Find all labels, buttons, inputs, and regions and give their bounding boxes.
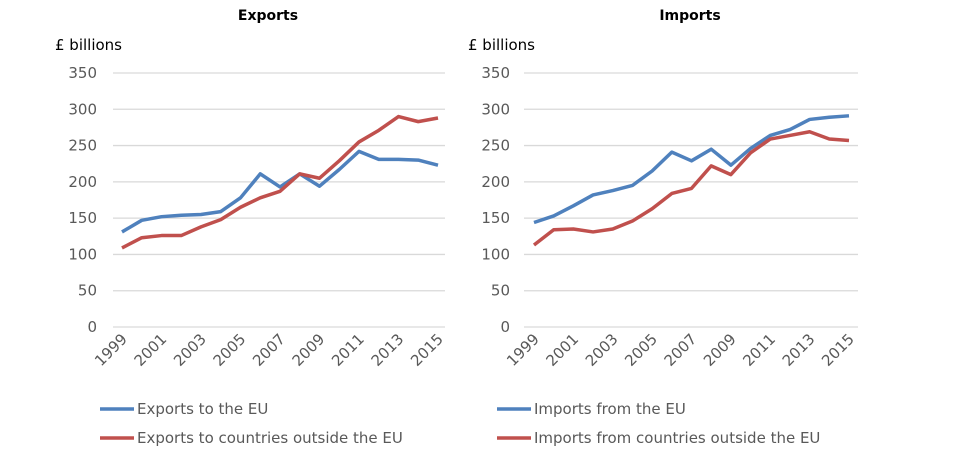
exports-y-tick-label: 300 bbox=[68, 100, 97, 118]
imports-x-tick-label: 2009 bbox=[700, 330, 740, 370]
exports-x-tick-label: 2001 bbox=[131, 330, 171, 370]
exports-y-tick-label: 150 bbox=[68, 209, 97, 227]
exports-x-tick-label: 2009 bbox=[289, 330, 329, 370]
exports-chart-title: Exports bbox=[238, 8, 298, 24]
exports-legend-label-2: Exports to countries outside the EU bbox=[137, 429, 403, 447]
exports-y-tick-label: 250 bbox=[68, 137, 97, 155]
exports-y-tick-label: 100 bbox=[68, 245, 97, 263]
imports-legend-label-1: Imports from the EU bbox=[534, 400, 686, 418]
imports-y-tick-label: 300 bbox=[481, 100, 510, 118]
exports-y-tick-label: 200 bbox=[68, 173, 97, 191]
exports-y-tick-label: 350 bbox=[68, 64, 97, 82]
exports-x-tick-label: 2007 bbox=[249, 330, 289, 370]
imports-chart-title: Imports bbox=[659, 8, 720, 24]
exports-x-tick-label: 2013 bbox=[368, 330, 408, 370]
exports-x-tick-label: 1999 bbox=[91, 330, 131, 370]
exports-legend-label-1: Exports to the EU bbox=[137, 400, 268, 418]
imports-x-tick-label: 2003 bbox=[582, 330, 622, 370]
imports-y-tick-label: 250 bbox=[481, 137, 510, 155]
imports-x-tick-label: 2015 bbox=[818, 330, 858, 370]
exports-y-axis-label: £ billions bbox=[55, 36, 122, 54]
imports-legend-label-2: Imports from countries outside the EU bbox=[534, 429, 820, 447]
imports-x-tick-label: 2007 bbox=[661, 330, 701, 370]
imports-x-tick-label: 1999 bbox=[503, 330, 543, 370]
imports-y-tick-label: 150 bbox=[481, 209, 510, 227]
exports-x-tick-label: 2005 bbox=[210, 330, 250, 370]
imports-x-tick-label: 2005 bbox=[621, 330, 661, 370]
imports-y-tick-label: 0 bbox=[500, 318, 510, 336]
exports-y-tick-label: 0 bbox=[87, 318, 97, 336]
imports-y-tick-label: 200 bbox=[481, 173, 510, 191]
imports-x-tick-label: 2001 bbox=[542, 330, 582, 370]
imports-y-tick-label: 50 bbox=[491, 282, 510, 300]
exports-x-tick-label: 2011 bbox=[328, 330, 368, 370]
imports-y-axis-label: £ billions bbox=[468, 36, 535, 54]
imports-y-tick-label: 100 bbox=[481, 245, 510, 263]
imports-x-tick-label: 2011 bbox=[739, 330, 779, 370]
exports-y-tick-label: 50 bbox=[78, 282, 97, 300]
imports-y-tick-label: 350 bbox=[481, 64, 510, 82]
exports-x-tick-label: 2003 bbox=[170, 330, 210, 370]
imports-x-tick-label: 2013 bbox=[779, 330, 819, 370]
exports-x-tick-label: 2015 bbox=[407, 330, 447, 370]
